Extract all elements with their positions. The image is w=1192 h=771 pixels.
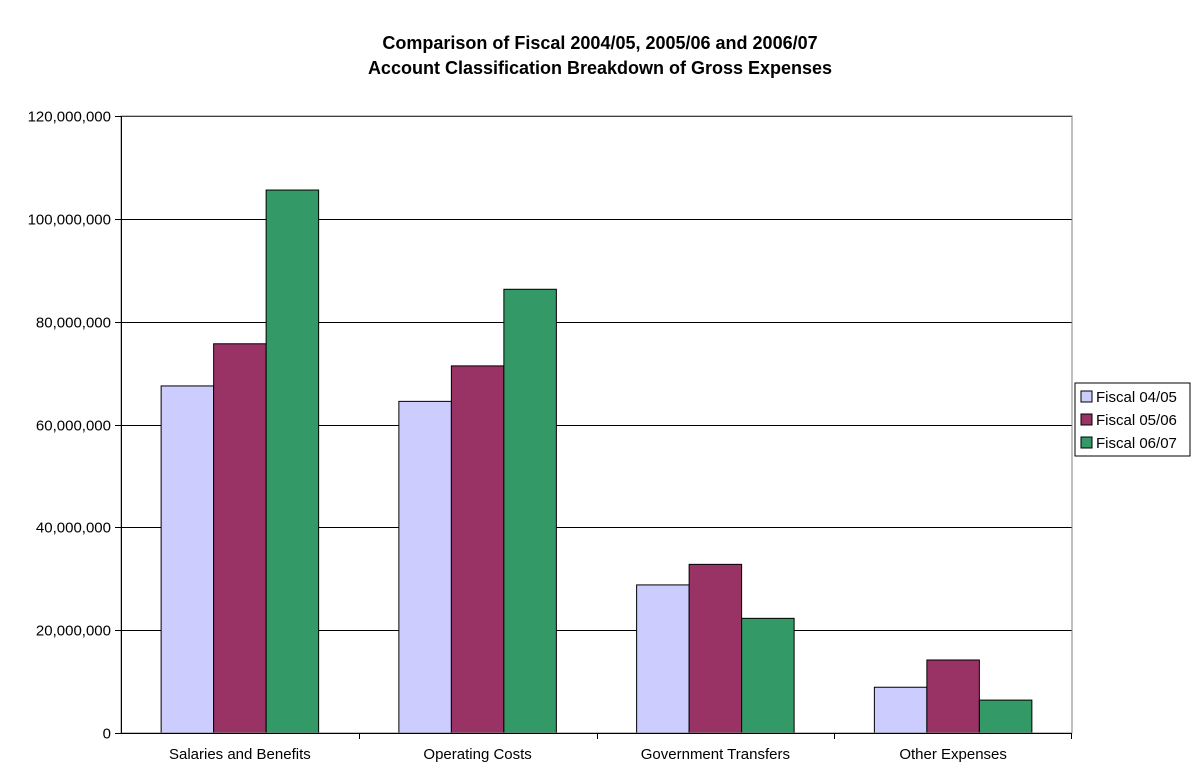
x-tick-label: Other Expenses <box>899 746 1007 763</box>
legend-label: Fiscal 06/07 <box>1096 435 1177 452</box>
bar <box>873 686 928 734</box>
bar <box>688 563 743 734</box>
bars <box>160 189 1033 734</box>
y-tick-label: 0 <box>103 726 111 743</box>
chart-title: Comparison of Fiscal 2004/05, 2005/06 an… <box>382 33 817 53</box>
bar <box>398 400 452 734</box>
y-tick-label: 120,000,000 <box>28 109 111 126</box>
y-tick-label: 100,000,000 <box>28 212 111 229</box>
axes <box>115 115 1073 739</box>
bar <box>160 385 215 734</box>
bar <box>926 659 980 734</box>
bar <box>741 617 795 734</box>
y-tick-labels: 0 20,000,000 40,000,000 60,000,000 80,000,00… <box>28 109 111 743</box>
legend-swatch <box>1080 390 1093 403</box>
x-tick-labels: Salaries and Benefits Operating Costs Gove… <box>169 746 1007 763</box>
y-tick-label: 60,000,000 <box>36 418 111 435</box>
bar <box>503 288 557 734</box>
bar <box>450 365 505 734</box>
bar <box>265 189 320 734</box>
bar <box>213 343 267 734</box>
legend-label: Fiscal 05/06 <box>1096 412 1177 429</box>
legend-swatch <box>1080 413 1093 426</box>
chart-subtitle: Account Classification Breakdown of Gros… <box>368 58 832 78</box>
legend-swatch <box>1080 436 1093 449</box>
x-tick-label: Government Transfers <box>641 746 790 763</box>
x-tick-label: Salaries and Benefits <box>169 746 311 763</box>
bar <box>978 699 1033 734</box>
y-tick-label: 20,000,000 <box>36 623 111 640</box>
legend-box <box>1074 382 1191 457</box>
legend: Fiscal 04/05 Fiscal 05/06 Fiscal 06/07 <box>1074 382 1191 457</box>
y-tick-label: 40,000,000 <box>36 520 111 537</box>
x-tick-label: Operating Costs <box>423 746 531 763</box>
y-tick-label: 80,000,000 <box>36 315 111 332</box>
bar <box>636 584 690 734</box>
legend-label: Fiscal 04/05 <box>1096 389 1177 406</box>
